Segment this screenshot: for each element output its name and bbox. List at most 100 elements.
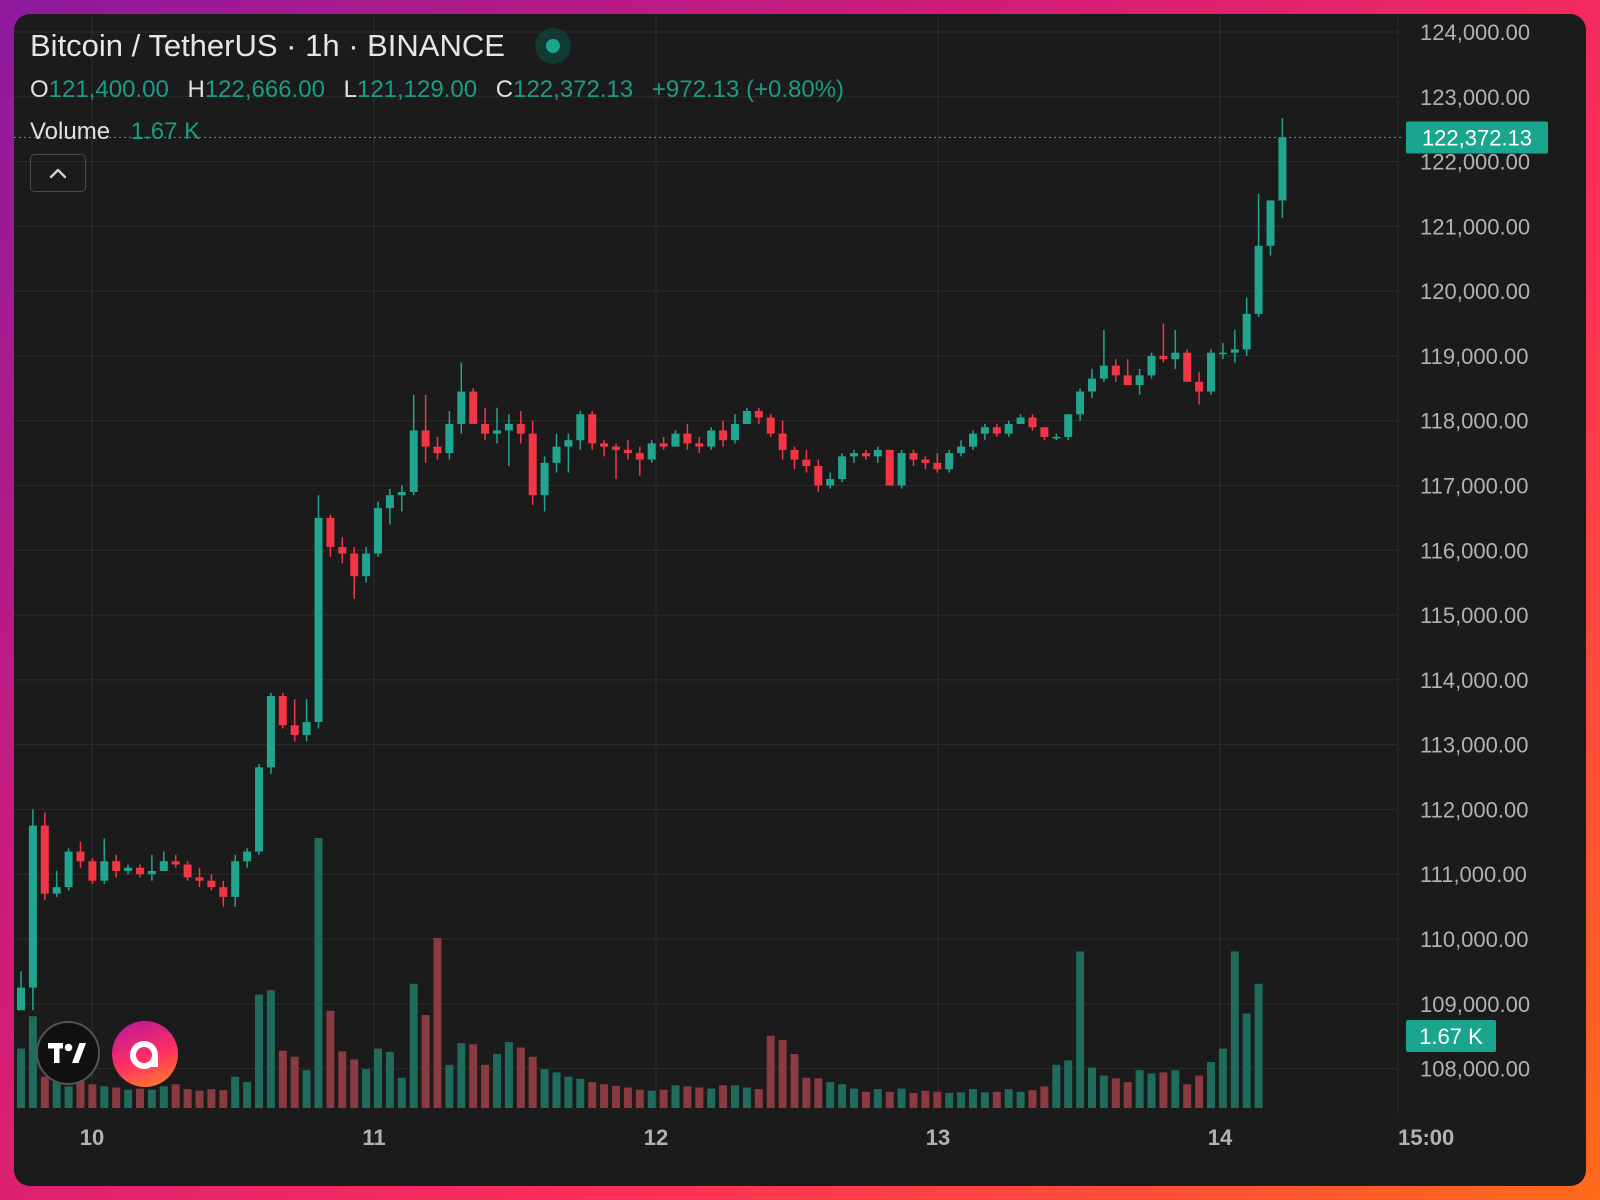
candles — [17, 118, 1287, 1011]
candle-body — [207, 880, 216, 888]
low-label: L — [343, 76, 357, 103]
volume-bar — [374, 1048, 382, 1108]
y-tick-label: 115,000.00 — [1420, 603, 1528, 628]
volume-value: 1.67 K — [130, 118, 201, 145]
candle-body — [790, 449, 799, 460]
candle-body — [754, 410, 763, 418]
app-logo-mark — [130, 1041, 158, 1069]
volume-bar — [1159, 1072, 1168, 1108]
volume-bar — [909, 1092, 918, 1108]
tradingview-logo-icon[interactable] — [36, 1021, 100, 1085]
last-price-tag: 122,372.13 — [1422, 125, 1532, 150]
candle-body — [969, 433, 977, 447]
candle-body — [445, 423, 454, 454]
candle-body — [421, 430, 430, 447]
volume-bar — [338, 1051, 347, 1108]
candle-body — [40, 825, 49, 894]
volume-bar — [612, 1085, 620, 1108]
candle-body — [1099, 365, 1108, 379]
volume-bar — [588, 1082, 597, 1108]
high-label: H — [187, 76, 205, 103]
y-tick-label: 117,000.00 — [1420, 473, 1528, 498]
volume-bar — [1028, 1090, 1037, 1108]
candle-body — [1016, 417, 1025, 424]
volume-bar — [1135, 1070, 1144, 1108]
candle-body — [195, 877, 204, 881]
volume-bar — [1171, 1070, 1180, 1108]
candle-body — [814, 466, 823, 486]
candle-body — [266, 696, 275, 768]
candle-body — [219, 887, 228, 897]
candle-body — [802, 459, 811, 467]
volume-bar — [635, 1089, 644, 1108]
volume-label: Volume — [30, 118, 111, 145]
volume-bar — [183, 1089, 192, 1108]
volume-bar — [52, 1082, 61, 1108]
volume-bar — [1040, 1086, 1049, 1108]
x-tick-label: 11 — [362, 1125, 385, 1150]
volume-bar — [683, 1086, 692, 1108]
volume-bar — [540, 1069, 549, 1108]
y-tick-label: 112,000.00 — [1420, 797, 1528, 822]
collapse-legend-button[interactable] — [30, 154, 86, 192]
volume-bar — [433, 937, 442, 1108]
volume-bar — [326, 1010, 335, 1108]
app-logo-icon[interactable] — [112, 1021, 178, 1087]
candle-body — [1159, 355, 1168, 360]
volume-bar — [243, 1082, 252, 1108]
candle-body — [1171, 352, 1180, 360]
candle-body — [909, 453, 918, 460]
candle-body — [1183, 352, 1192, 382]
volume-bar — [112, 1087, 121, 1108]
candle-body — [124, 867, 133, 871]
volume-bar — [921, 1090, 930, 1108]
volume-bar — [1207, 1062, 1215, 1108]
candle-body — [76, 851, 85, 862]
candle-body — [861, 453, 870, 457]
candle-body — [1218, 352, 1227, 355]
candle-body — [766, 417, 775, 434]
volume-bar — [40, 1076, 49, 1108]
volume-bar — [671, 1085, 680, 1108]
y-tick-label: 109,000.00 — [1420, 992, 1530, 1017]
chart-window: 124,000.00 123,000.00 122,000.00 121,000.00… — [14, 14, 1586, 1186]
volume-bar — [980, 1092, 989, 1108]
candle-body — [742, 410, 751, 424]
candle-body — [945, 453, 954, 470]
candle-body — [1254, 245, 1263, 314]
volume-bar — [457, 1043, 466, 1108]
volume-bar — [207, 1089, 216, 1108]
volume-bar — [647, 1090, 656, 1108]
candle-body — [873, 449, 882, 457]
volume-bar — [814, 1078, 823, 1108]
candle-body — [623, 449, 632, 454]
volume-bar — [838, 1084, 847, 1108]
x-tick-label: 15:00 — [1398, 1125, 1454, 1150]
candle-body — [88, 861, 97, 881]
candle-body — [612, 446, 620, 450]
candle-body — [1111, 365, 1120, 376]
candle-body — [52, 887, 61, 894]
candle-body — [1278, 137, 1287, 201]
volume-bar — [231, 1076, 240, 1108]
candle-body — [731, 423, 739, 441]
close-label: C — [495, 76, 514, 103]
volume-bar — [742, 1087, 751, 1108]
symbol-title[interactable]: Bitcoin / TetherUS · 1h · BINANCE — [30, 28, 505, 63]
candle-body — [362, 553, 371, 577]
candle-body — [457, 391, 466, 424]
volume-bar — [945, 1092, 954, 1108]
volume-bar — [28, 1016, 37, 1108]
volume-bar — [219, 1090, 228, 1108]
volume-tag: 1.67 K — [1419, 1024, 1483, 1049]
candle-body — [136, 867, 144, 875]
candle-body — [671, 433, 680, 447]
y-tick-label: 121,000.00 — [1420, 214, 1530, 239]
y-tick-label: 123,000.00 — [1420, 85, 1530, 110]
volume-bar — [933, 1091, 942, 1108]
volume-bar — [1183, 1084, 1192, 1108]
ohlc-row: O121,400.00 H122,666.00 L121,129.00 C122… — [30, 76, 844, 106]
price-chart[interactable]: 124,000.00 123,000.00 122,000.00 121,000.00… — [14, 14, 1586, 1186]
volume-bar — [826, 1082, 835, 1108]
candle-body — [255, 767, 263, 852]
